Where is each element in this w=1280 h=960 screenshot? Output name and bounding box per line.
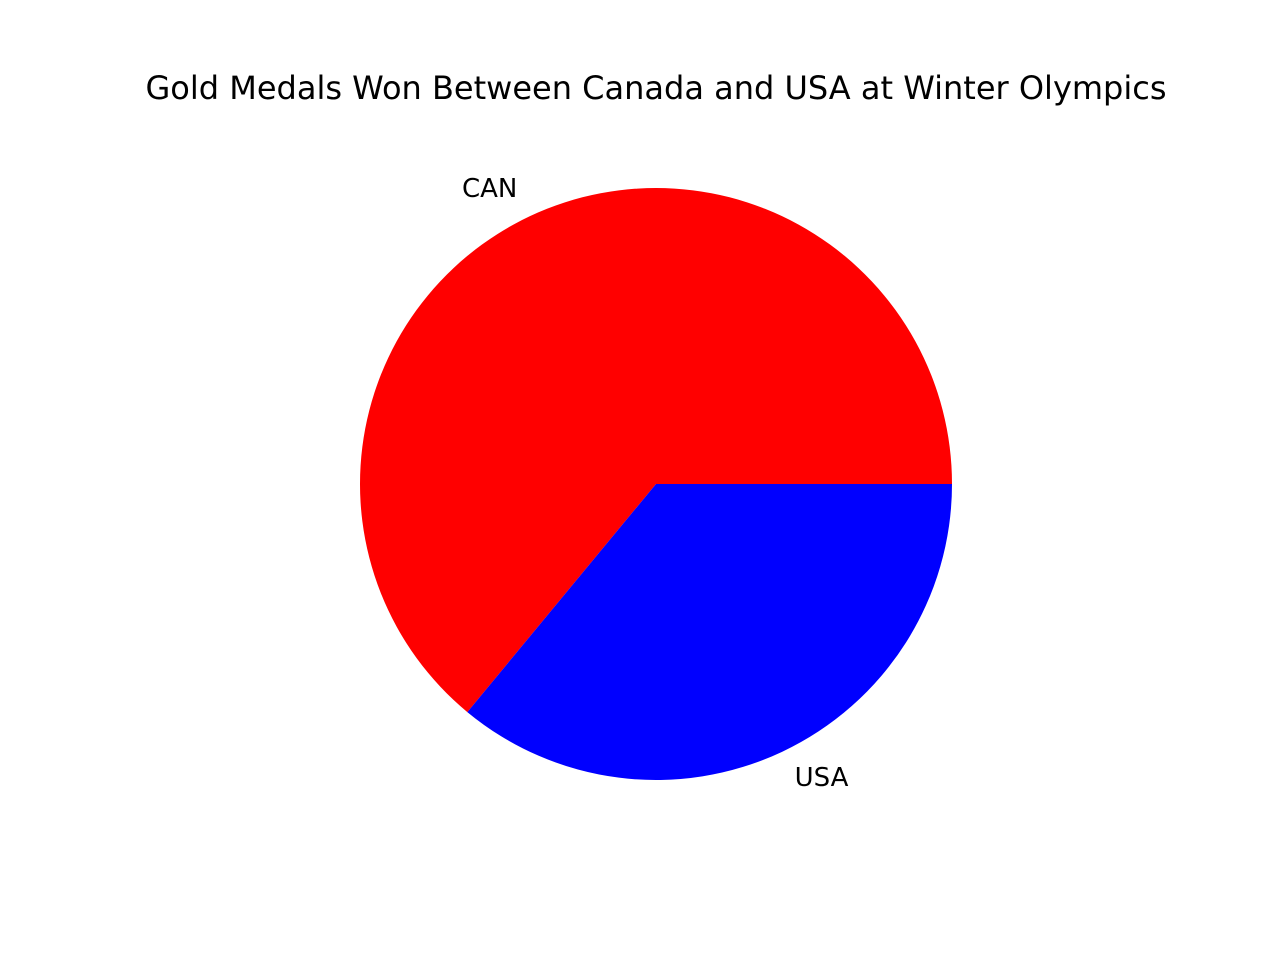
chart-title: Gold Medals Won Between Canada and USA a… [145, 69, 1166, 107]
pie-slice-can [360, 188, 952, 713]
pie-label-can: CAN [462, 174, 517, 204]
pie-labels: CAN USA [462, 174, 849, 793]
pie-slices [360, 188, 952, 781]
pie-slice-usa [467, 484, 952, 781]
pie-label-usa: USA [795, 763, 849, 793]
